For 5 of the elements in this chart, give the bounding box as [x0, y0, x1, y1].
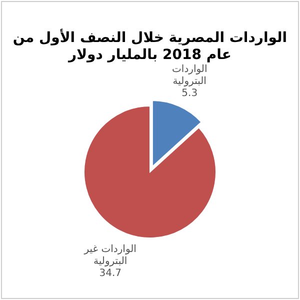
- chart-title: الواردات المصرية خلال النصف الأول من عام 2018 بالمليار دولار: [12, 30, 288, 64]
- slice-label: الواردات غير البترولية: [82, 244, 138, 268]
- data-label: 5.3: [180, 88, 199, 100]
- data-label: 34.7: [98, 268, 122, 280]
- slice-label: الواردات البترولية: [171, 64, 208, 88]
